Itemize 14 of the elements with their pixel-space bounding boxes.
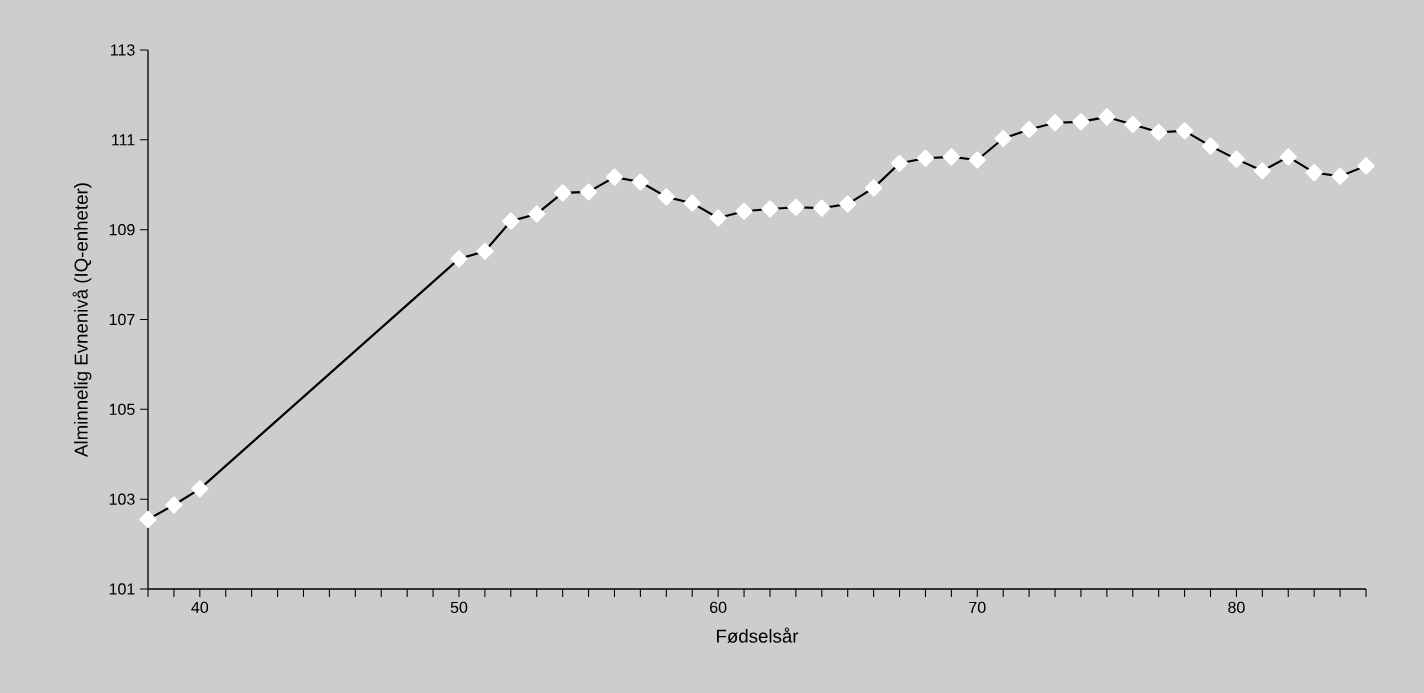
- x-tick-label: 50: [450, 601, 468, 614]
- y-tick-label: 109: [109, 224, 135, 236]
- x-tick-label: 80: [1228, 601, 1245, 614]
- y-tick-label: 105: [109, 403, 135, 415]
- y-axis-title: Alminnelig Evnenivå (IQ-enheter): [72, 183, 92, 457]
- y-tick-label: 101: [109, 583, 135, 595]
- x-tick-label: 70: [969, 601, 986, 614]
- x-tick-label: 40: [191, 601, 209, 614]
- y-tick-label: 103: [109, 493, 135, 505]
- y-tick-label: 107: [109, 313, 135, 326]
- y-tick-label: 113: [111, 44, 135, 56]
- x-tick-label: 60: [710, 601, 727, 614]
- y-tick-label: 111: [112, 134, 135, 146]
- x-axis-title: Fødselsår: [717, 627, 799, 643]
